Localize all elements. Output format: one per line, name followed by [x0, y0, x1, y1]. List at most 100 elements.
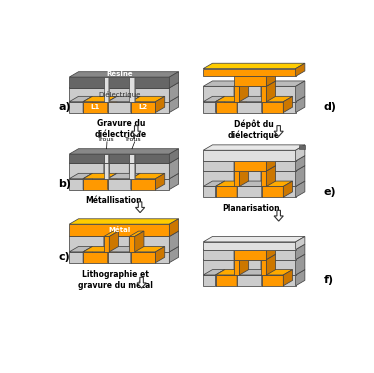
- Polygon shape: [104, 77, 109, 102]
- Polygon shape: [129, 163, 135, 179]
- Polygon shape: [83, 102, 108, 113]
- Polygon shape: [104, 158, 113, 179]
- Polygon shape: [131, 247, 165, 252]
- Polygon shape: [105, 155, 108, 163]
- Polygon shape: [274, 210, 283, 221]
- Polygon shape: [203, 254, 243, 260]
- Polygon shape: [215, 96, 246, 102]
- Text: b): b): [58, 179, 71, 189]
- Polygon shape: [108, 252, 131, 263]
- Polygon shape: [131, 252, 156, 263]
- Polygon shape: [203, 63, 305, 69]
- Polygon shape: [137, 277, 146, 288]
- Polygon shape: [266, 260, 295, 275]
- Polygon shape: [69, 247, 92, 252]
- Polygon shape: [104, 231, 113, 252]
- Polygon shape: [239, 81, 249, 102]
- Polygon shape: [266, 171, 295, 186]
- Polygon shape: [237, 275, 262, 286]
- Polygon shape: [215, 181, 225, 197]
- Polygon shape: [104, 231, 119, 236]
- Polygon shape: [239, 171, 261, 186]
- Polygon shape: [215, 270, 225, 286]
- Polygon shape: [239, 86, 261, 102]
- Polygon shape: [131, 96, 140, 113]
- Polygon shape: [203, 150, 295, 161]
- Polygon shape: [262, 96, 271, 113]
- Polygon shape: [83, 96, 92, 113]
- Text: Résine: Résine: [107, 71, 134, 78]
- Polygon shape: [169, 247, 178, 263]
- Polygon shape: [203, 181, 225, 186]
- Polygon shape: [131, 173, 165, 179]
- Polygon shape: [135, 202, 145, 213]
- Polygon shape: [266, 81, 305, 86]
- Polygon shape: [234, 166, 243, 186]
- Polygon shape: [295, 156, 305, 171]
- Polygon shape: [234, 260, 239, 275]
- Polygon shape: [234, 254, 243, 275]
- Polygon shape: [83, 247, 92, 263]
- Polygon shape: [109, 231, 138, 236]
- Polygon shape: [156, 102, 169, 113]
- Polygon shape: [156, 96, 165, 113]
- Polygon shape: [283, 275, 295, 286]
- Polygon shape: [237, 96, 271, 102]
- Polygon shape: [234, 254, 249, 260]
- Polygon shape: [215, 186, 237, 197]
- Polygon shape: [261, 81, 270, 102]
- Polygon shape: [237, 102, 262, 113]
- Polygon shape: [239, 254, 249, 275]
- Text: a): a): [58, 102, 71, 112]
- Polygon shape: [156, 247, 178, 252]
- Polygon shape: [283, 102, 295, 113]
- Polygon shape: [261, 254, 270, 275]
- Polygon shape: [266, 86, 295, 102]
- Polygon shape: [109, 163, 129, 179]
- Polygon shape: [234, 171, 239, 186]
- Polygon shape: [203, 236, 305, 242]
- Polygon shape: [109, 236, 129, 252]
- Polygon shape: [203, 156, 243, 161]
- Polygon shape: [234, 156, 276, 161]
- Polygon shape: [69, 72, 178, 77]
- Polygon shape: [129, 236, 135, 252]
- Polygon shape: [131, 78, 134, 102]
- Text: f): f): [324, 275, 334, 285]
- Polygon shape: [69, 149, 178, 154]
- Polygon shape: [169, 149, 178, 163]
- Polygon shape: [108, 179, 131, 189]
- Polygon shape: [203, 161, 234, 171]
- Polygon shape: [261, 81, 276, 86]
- Polygon shape: [266, 244, 305, 250]
- Polygon shape: [215, 270, 246, 275]
- Polygon shape: [239, 260, 261, 275]
- Polygon shape: [266, 81, 276, 102]
- Text: L1: L1: [91, 104, 100, 110]
- Polygon shape: [203, 81, 243, 86]
- Polygon shape: [261, 166, 276, 171]
- Polygon shape: [135, 231, 178, 236]
- Polygon shape: [135, 236, 169, 252]
- Polygon shape: [203, 145, 305, 150]
- Polygon shape: [234, 156, 243, 171]
- Polygon shape: [169, 158, 178, 179]
- Polygon shape: [109, 231, 119, 252]
- Polygon shape: [234, 244, 276, 250]
- Polygon shape: [169, 96, 178, 113]
- Text: d): d): [324, 102, 336, 112]
- Polygon shape: [203, 244, 243, 250]
- Polygon shape: [239, 81, 270, 86]
- Polygon shape: [108, 173, 117, 189]
- Polygon shape: [156, 247, 165, 263]
- Text: c): c): [58, 252, 70, 262]
- Polygon shape: [295, 254, 305, 275]
- Polygon shape: [266, 156, 305, 161]
- Polygon shape: [237, 181, 271, 186]
- Polygon shape: [295, 96, 305, 113]
- Polygon shape: [266, 244, 276, 260]
- Polygon shape: [239, 166, 249, 186]
- Polygon shape: [203, 171, 234, 186]
- Polygon shape: [69, 252, 83, 263]
- Polygon shape: [169, 82, 178, 102]
